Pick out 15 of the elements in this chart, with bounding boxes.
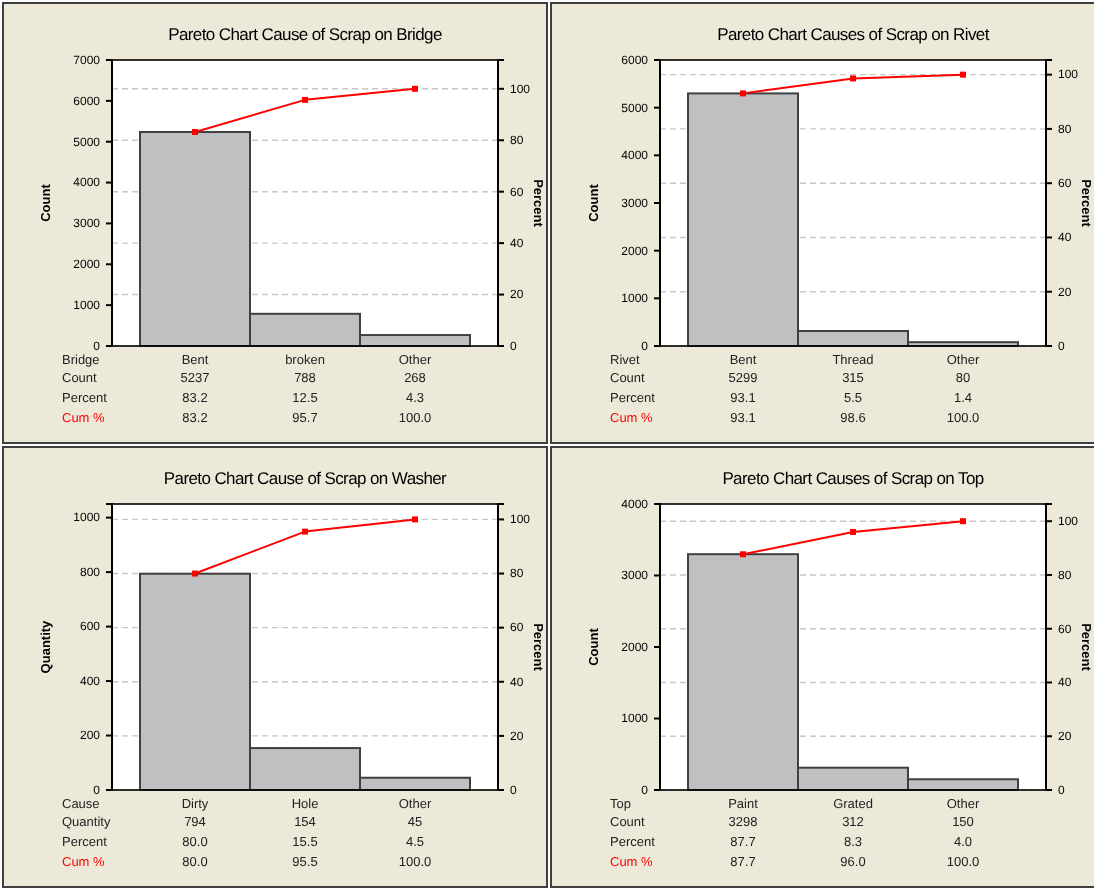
point bbox=[412, 85, 418, 92]
chart-title: Pareto Chart Causes of Scrap on Top bbox=[722, 468, 985, 488]
point bbox=[192, 570, 198, 577]
point bbox=[412, 516, 418, 523]
point bbox=[960, 518, 966, 525]
point bbox=[850, 528, 856, 535]
chart-title: Pareto Chart Cause of Scrap on Washer bbox=[163, 468, 448, 488]
point bbox=[850, 75, 856, 82]
point bbox=[740, 551, 746, 558]
chart-title: Pareto Chart Causes of Scrap on Rivet bbox=[717, 24, 991, 44]
chart-title: Pareto Chart Cause of Scrap on Bridge bbox=[168, 24, 443, 44]
point bbox=[302, 96, 308, 103]
point bbox=[960, 71, 966, 78]
point bbox=[740, 90, 746, 97]
point bbox=[302, 528, 308, 535]
